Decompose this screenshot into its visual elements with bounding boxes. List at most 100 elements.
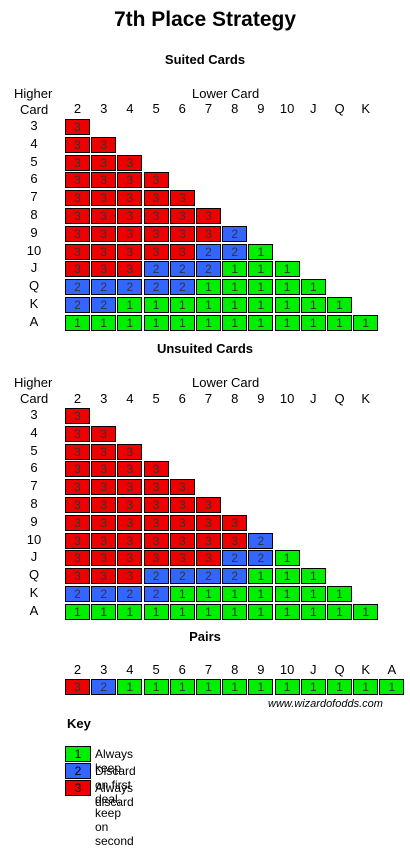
pairs-cell: 3 bbox=[65, 679, 90, 695]
suited-cell: 3 bbox=[117, 261, 143, 278]
pairs-cell: 2 bbox=[91, 679, 117, 695]
suited-cell: 3 bbox=[91, 172, 117, 189]
cell-value: 3 bbox=[100, 551, 108, 566]
cell-value: 1 bbox=[152, 298, 160, 312]
unsuited-cell: 3 bbox=[143, 550, 169, 567]
suited-cell: 3 bbox=[91, 154, 117, 171]
suited-cell: 1 bbox=[300, 297, 326, 313]
suited-cell: 2 bbox=[143, 279, 169, 296]
cell-value: 3 bbox=[231, 533, 239, 548]
suited-cell: 3 bbox=[65, 190, 90, 207]
unsuited-col-header: K bbox=[361, 391, 371, 406]
unsuited-cell: 3 bbox=[169, 550, 195, 567]
suited-cell: 1 bbox=[248, 261, 274, 278]
cell-value: 1 bbox=[309, 280, 317, 295]
suited-col-header: 9 bbox=[257, 101, 265, 116]
cell-value: 3 bbox=[205, 226, 212, 241]
unsuited-cell: 2 bbox=[222, 568, 248, 585]
suited-cell: 1 bbox=[196, 279, 221, 296]
suited-cell: 3 bbox=[117, 154, 143, 171]
suited-col-header: 2 bbox=[73, 101, 82, 116]
unsuited-title: Unsuited Cards bbox=[156, 341, 254, 356]
unsuited-cell: 3 bbox=[143, 514, 169, 531]
suited-cell: 3 bbox=[65, 261, 90, 278]
suited-cell: 2 bbox=[169, 261, 195, 278]
cell-value: 3 bbox=[100, 226, 108, 241]
unsuited-cell: 3 bbox=[65, 479, 90, 496]
cell-value: 1 bbox=[362, 680, 370, 694]
cell-value: 3 bbox=[74, 515, 81, 530]
suited-row-header: 7 bbox=[30, 189, 38, 205]
suited-cell: 1 bbox=[300, 314, 326, 331]
unsuited-cell: 1 bbox=[274, 568, 300, 585]
pairs-col-header: 3 bbox=[100, 662, 108, 677]
unsuited-cell: 3 bbox=[65, 408, 90, 424]
unsuited-cell: 1 bbox=[248, 586, 274, 602]
cell-value: 1 bbox=[283, 315, 291, 330]
pairs-col-header: 8 bbox=[231, 662, 239, 677]
cell-value: 3 bbox=[152, 498, 160, 512]
pairs-col-header: 10 bbox=[279, 662, 295, 677]
suited-cell: 1 bbox=[248, 297, 274, 313]
cell-value: 1 bbox=[231, 680, 239, 694]
suited-lower-label: Lower Card bbox=[192, 86, 260, 101]
unsuited-cell: 3 bbox=[65, 532, 90, 549]
cell-value: 3 bbox=[126, 262, 134, 277]
cell-value: 3 bbox=[126, 209, 134, 223]
cell-value: 3 bbox=[178, 551, 186, 566]
unsuited-row-header: 4 bbox=[30, 424, 38, 440]
cell-value: 3 bbox=[74, 120, 81, 134]
suited-cell: 3 bbox=[117, 243, 143, 260]
key-swatch: 3 bbox=[65, 780, 91, 796]
suited-cell: 1 bbox=[274, 261, 300, 278]
suited-cell: 3 bbox=[169, 243, 195, 260]
cell-value: 3 bbox=[126, 498, 134, 512]
suited-cell: 1 bbox=[248, 314, 274, 331]
pairs-cell: 1 bbox=[196, 679, 221, 695]
unsuited-col-header: 10 bbox=[279, 391, 295, 406]
suited-col-header: 3 bbox=[100, 101, 108, 116]
unsuited-cell: 1 bbox=[353, 603, 379, 620]
cell-value: 3 bbox=[152, 191, 160, 206]
cell-value: 1 bbox=[205, 315, 212, 330]
suited-cell: 3 bbox=[91, 243, 117, 260]
cell-value: 3 bbox=[74, 569, 81, 584]
cell-value: 1 bbox=[74, 315, 81, 330]
unsuited-cell: 1 bbox=[300, 603, 326, 620]
suited-cell: 3 bbox=[117, 172, 143, 189]
suited-cell: 1 bbox=[274, 297, 300, 313]
cell-value: 3 bbox=[178, 480, 186, 495]
cell-value: 1 bbox=[283, 280, 291, 295]
suited-cell: 1 bbox=[117, 297, 143, 313]
pairs-cell: 1 bbox=[274, 679, 300, 695]
suited-row-header: 4 bbox=[30, 135, 38, 151]
cell-value: 1 bbox=[257, 244, 265, 259]
unsuited-cell: 1 bbox=[222, 586, 248, 602]
cell-value: 2 bbox=[100, 680, 108, 694]
cell-value: 3 bbox=[100, 498, 108, 512]
cell-value: 3 bbox=[178, 209, 186, 223]
suited-col-header: 10 bbox=[279, 101, 295, 116]
unsuited-col-header: 9 bbox=[257, 391, 265, 406]
cell-value: 1 bbox=[283, 298, 291, 312]
cell-value: 2 bbox=[231, 244, 239, 259]
cell-value: 1 bbox=[231, 315, 239, 330]
cell-value: 1 bbox=[205, 680, 212, 694]
cell-value: 3 bbox=[100, 155, 108, 170]
suited-title: Suited Cards bbox=[164, 52, 246, 67]
unsuited-col-header: 5 bbox=[152, 391, 160, 406]
suited-cell: 1 bbox=[91, 314, 117, 331]
cell-value: 1 bbox=[205, 587, 212, 601]
unsuited-col-header: J bbox=[310, 391, 317, 406]
pairs-col-header: A bbox=[387, 662, 397, 677]
suited-cell: 3 bbox=[65, 208, 90, 224]
cell-value: 3 bbox=[205, 533, 212, 548]
cell-value: 3 bbox=[126, 480, 134, 495]
cell-value: 2 bbox=[74, 587, 81, 601]
unsuited-cell: 1 bbox=[169, 586, 195, 602]
cell-value: 3 bbox=[100, 191, 108, 206]
cell-value: 3 bbox=[126, 173, 134, 188]
unsuited-cell: 1 bbox=[196, 586, 221, 602]
pairs-cell: 1 bbox=[169, 679, 195, 695]
cell-value: 1 bbox=[336, 298, 343, 312]
